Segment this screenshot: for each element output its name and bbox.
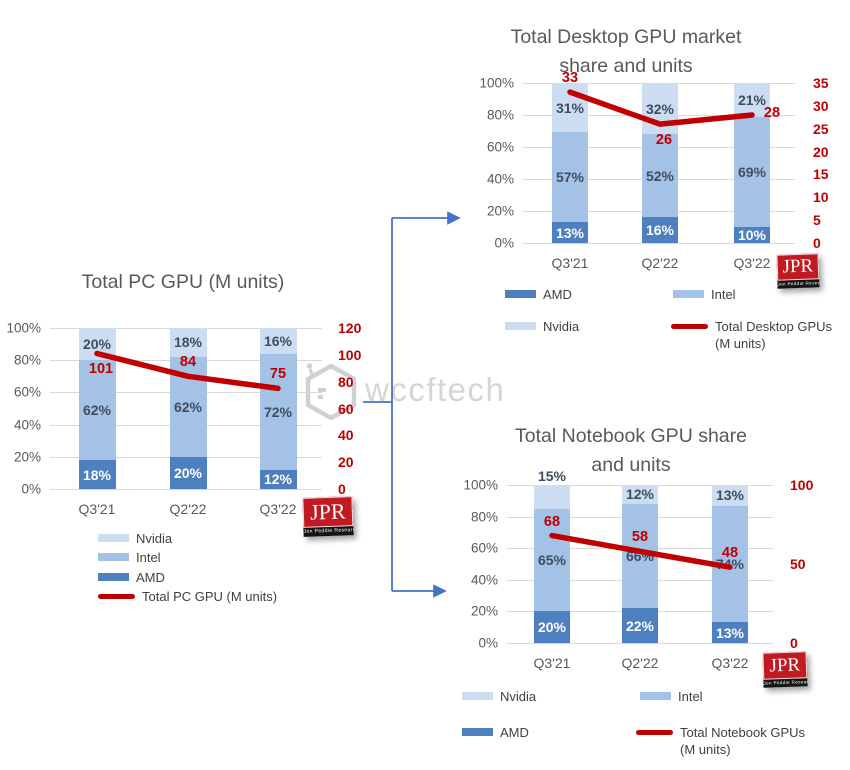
jpr-logo: JPR Jon Peddie Research [762,651,808,688]
jpr-logo-subtext: Jon Peddie Research [303,526,354,537]
wccftech-cube-icon [305,363,357,420]
jpr-logo: JPR Jon Peddie Research [776,253,820,289]
jpr-logo: JPR Jon Peddie Research [302,496,354,537]
jpr-logo-text: JPR [762,651,808,680]
jpr-logo-text: JPR [302,496,354,528]
jpr-logo-subtext: Jon Peddie Research [763,678,808,688]
jpr-logo-text: JPR [776,253,820,281]
jpr-logo-subtext: Jon Peddie Research [777,279,820,289]
